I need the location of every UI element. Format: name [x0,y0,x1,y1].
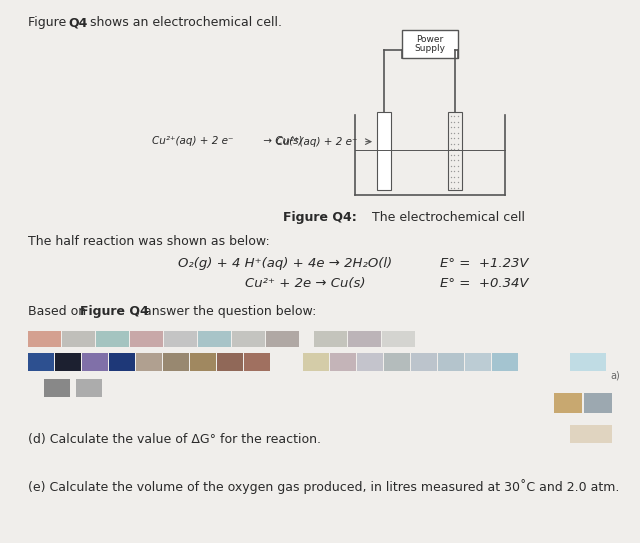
Bar [357,353,383,371]
Text: , answer the question below:: , answer the question below: [136,305,316,318]
Bar [136,353,162,371]
Text: shows an electrochemical cell.: shows an electrochemical cell. [86,16,282,29]
Text: (e) Calculate the volume of the oxygen gas produced, in litres measured at 30˚C : (e) Calculate the volume of the oxygen g… [28,479,620,494]
Text: Cu²⁺ + 2e → Cu(s): Cu²⁺ + 2e → Cu(s) [244,277,365,290]
Text: (d) Calculate the value of ΔG° for the reaction.: (d) Calculate the value of ΔG° for the r… [28,433,321,446]
Bar [554,393,582,413]
Bar [96,331,129,347]
Bar [382,331,415,347]
Bar [130,331,163,347]
Text: The electrochemical cell: The electrochemical cell [368,211,525,224]
Text: Figure Q4:: Figure Q4: [283,211,357,224]
Bar [570,353,606,371]
Bar [303,353,329,371]
Text: Cu²⁺(aq) + 2 e⁻: Cu²⁺(aq) + 2 e⁻ [152,136,234,146]
Bar [76,379,102,397]
Text: Figure Q4: Figure Q4 [80,305,148,318]
Bar [232,331,265,347]
Text: The half reaction was shown as below:: The half reaction was shown as below: [28,235,269,248]
Bar [82,353,108,371]
Bar [163,353,189,371]
Bar [377,112,391,190]
Bar [314,331,347,347]
Bar [109,353,135,371]
Bar [384,353,410,371]
Text: O₂(g) + 4 H⁺(aq) + 4e → 2H₂O(l): O₂(g) + 4 H⁺(aq) + 4e → 2H₂O(l) [178,257,392,270]
Text: → Cu(s): → Cu(s) [260,136,303,146]
Bar [44,379,70,397]
Text: Q4: Q4 [68,16,88,29]
Bar [55,353,81,371]
Text: Power: Power [417,35,444,44]
Text: Figure: Figure [28,16,70,29]
Bar [217,353,243,371]
Bar [330,353,356,371]
Text: a): a) [610,371,620,381]
Bar [492,353,518,371]
Bar [164,331,197,347]
Bar [190,353,216,371]
Text: E° =  +0.34V: E° = +0.34V [440,277,529,290]
Bar [244,353,270,371]
Bar [28,353,54,371]
Bar [62,331,95,347]
Bar [198,331,231,347]
Bar [28,331,61,347]
Bar [348,331,381,347]
Bar [411,353,437,371]
Bar [266,331,299,347]
Text: E° =  +1.23V: E° = +1.23V [440,257,529,270]
Bar [465,353,491,371]
Bar [448,112,462,190]
Text: Cu²⁺(aq) + 2 e⁻: Cu²⁺(aq) + 2 e⁻ [276,137,358,147]
Bar [402,30,458,58]
Text: Based on: Based on [28,305,90,318]
Bar [584,393,612,413]
Text: Supply: Supply [415,44,445,53]
Bar [570,425,612,443]
Bar [438,353,464,371]
